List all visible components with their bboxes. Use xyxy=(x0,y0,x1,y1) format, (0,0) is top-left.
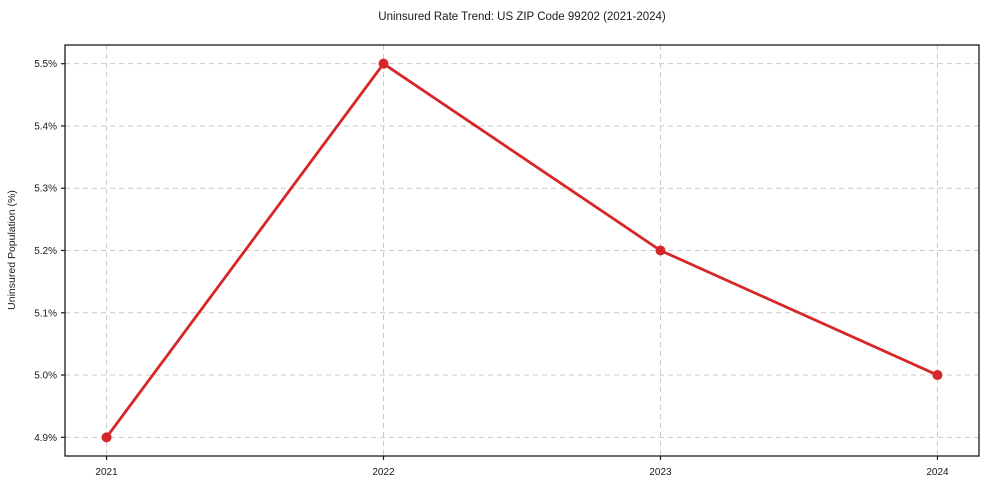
x-tick-label: 2021 xyxy=(95,467,118,478)
x-tick-label: 2023 xyxy=(649,467,672,478)
y-tick-label: 5.1% xyxy=(34,308,57,319)
data-point-2021 xyxy=(101,432,112,443)
x-tick-label: 2024 xyxy=(926,467,949,478)
chart-title: Uninsured Rate Trend: US ZIP Code 99202 … xyxy=(378,11,666,23)
y-tick-label: 5.0% xyxy=(34,371,57,382)
x-tick-label: 2022 xyxy=(372,467,395,478)
data-point-2023 xyxy=(655,245,666,256)
y-tick-label: 5.4% xyxy=(34,121,57,132)
plot-area: 4.9% 5.0% 5.1% 5.2% 5.3% 5.4% 5.5% 2021 2022 2023… xyxy=(34,44,980,478)
trend-line xyxy=(105,62,939,439)
data-point-2022 xyxy=(378,58,389,69)
data-point-2024 xyxy=(932,370,943,381)
y-tick-label: 5.2% xyxy=(34,246,57,257)
y-tick-label: 4.9% xyxy=(34,433,57,444)
y-tick-label: 5.5% xyxy=(34,59,57,70)
y-axis-label: Uninsured Population (%) xyxy=(6,190,18,310)
y-tick-label: 5.3% xyxy=(34,184,57,195)
